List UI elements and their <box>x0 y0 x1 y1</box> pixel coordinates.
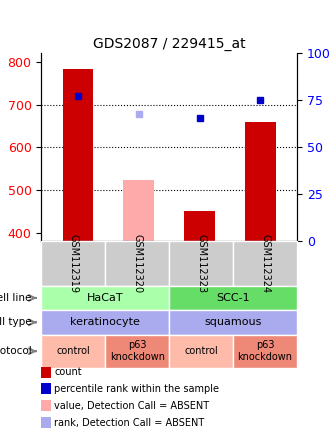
Text: keratinocyte: keratinocyte <box>70 317 140 327</box>
Text: control: control <box>56 346 90 356</box>
Text: control: control <box>184 346 218 356</box>
Text: p63
knockdown: p63 knockdown <box>110 341 165 362</box>
Bar <box>63 69 93 242</box>
Bar <box>123 180 154 242</box>
Text: protocol: protocol <box>0 346 31 356</box>
Text: rank, Detection Call = ABSENT: rank, Detection Call = ABSENT <box>54 418 205 428</box>
Title: GDS2087 / 229415_at: GDS2087 / 229415_at <box>93 37 246 51</box>
Text: squamous: squamous <box>204 317 262 327</box>
Text: cell type: cell type <box>0 317 31 327</box>
Text: cell line: cell line <box>0 293 31 303</box>
Text: GSM112323: GSM112323 <box>196 234 206 293</box>
Text: HaCaT: HaCaT <box>87 293 123 303</box>
Text: value, Detection Call = ABSENT: value, Detection Call = ABSENT <box>54 401 210 411</box>
Text: percentile rank within the sample: percentile rank within the sample <box>54 384 219 394</box>
Text: p63
knockdown: p63 knockdown <box>238 341 292 362</box>
Text: GSM112324: GSM112324 <box>260 234 270 293</box>
Text: GSM112319: GSM112319 <box>68 234 78 293</box>
Bar <box>245 122 276 242</box>
Text: GSM112320: GSM112320 <box>132 234 142 293</box>
Text: count: count <box>54 367 82 377</box>
Bar <box>184 211 215 242</box>
Text: SCC-1: SCC-1 <box>216 293 250 303</box>
